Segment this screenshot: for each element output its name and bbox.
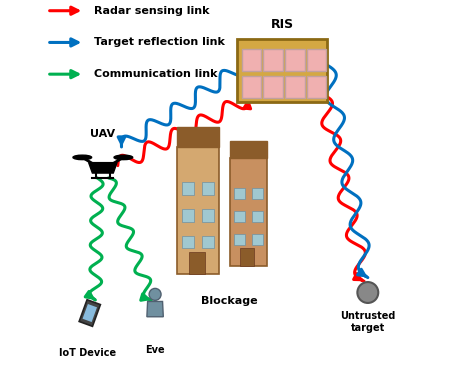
Text: IoT Device: IoT Device [59, 349, 116, 358]
FancyBboxPatch shape [234, 188, 244, 199]
Circle shape [357, 282, 377, 303]
FancyBboxPatch shape [202, 236, 213, 249]
FancyBboxPatch shape [182, 209, 193, 222]
FancyBboxPatch shape [263, 76, 282, 98]
FancyBboxPatch shape [202, 209, 213, 222]
FancyBboxPatch shape [229, 158, 267, 266]
Polygon shape [88, 163, 117, 173]
Text: Target reflection link: Target reflection link [93, 38, 224, 47]
FancyBboxPatch shape [252, 234, 262, 245]
FancyBboxPatch shape [234, 211, 244, 222]
Text: Untrusted
target: Untrusted target [340, 311, 395, 333]
FancyBboxPatch shape [234, 234, 244, 245]
Text: Eve: Eve [145, 345, 165, 355]
FancyBboxPatch shape [241, 50, 261, 71]
Polygon shape [147, 302, 163, 317]
Text: RIS: RIS [270, 18, 293, 31]
FancyBboxPatch shape [229, 141, 267, 158]
Text: Communication link: Communication link [93, 69, 216, 79]
Polygon shape [79, 300, 100, 326]
FancyBboxPatch shape [306, 50, 326, 71]
FancyBboxPatch shape [241, 76, 261, 98]
Polygon shape [83, 304, 97, 322]
Ellipse shape [114, 155, 133, 160]
FancyBboxPatch shape [252, 211, 262, 222]
Ellipse shape [73, 155, 92, 160]
FancyBboxPatch shape [252, 188, 262, 199]
FancyBboxPatch shape [285, 50, 304, 71]
FancyBboxPatch shape [285, 76, 304, 98]
FancyBboxPatch shape [237, 39, 326, 102]
FancyBboxPatch shape [306, 76, 326, 98]
FancyBboxPatch shape [182, 236, 193, 249]
FancyBboxPatch shape [239, 248, 254, 266]
Circle shape [149, 288, 161, 300]
FancyBboxPatch shape [202, 182, 213, 195]
FancyBboxPatch shape [177, 127, 218, 147]
Text: UAV: UAV [90, 129, 115, 139]
FancyBboxPatch shape [177, 147, 218, 274]
FancyBboxPatch shape [182, 182, 193, 195]
FancyBboxPatch shape [263, 50, 282, 71]
Text: Radar sensing link: Radar sensing link [93, 6, 208, 16]
FancyBboxPatch shape [189, 252, 204, 274]
Text: Blockage: Blockage [201, 296, 258, 306]
